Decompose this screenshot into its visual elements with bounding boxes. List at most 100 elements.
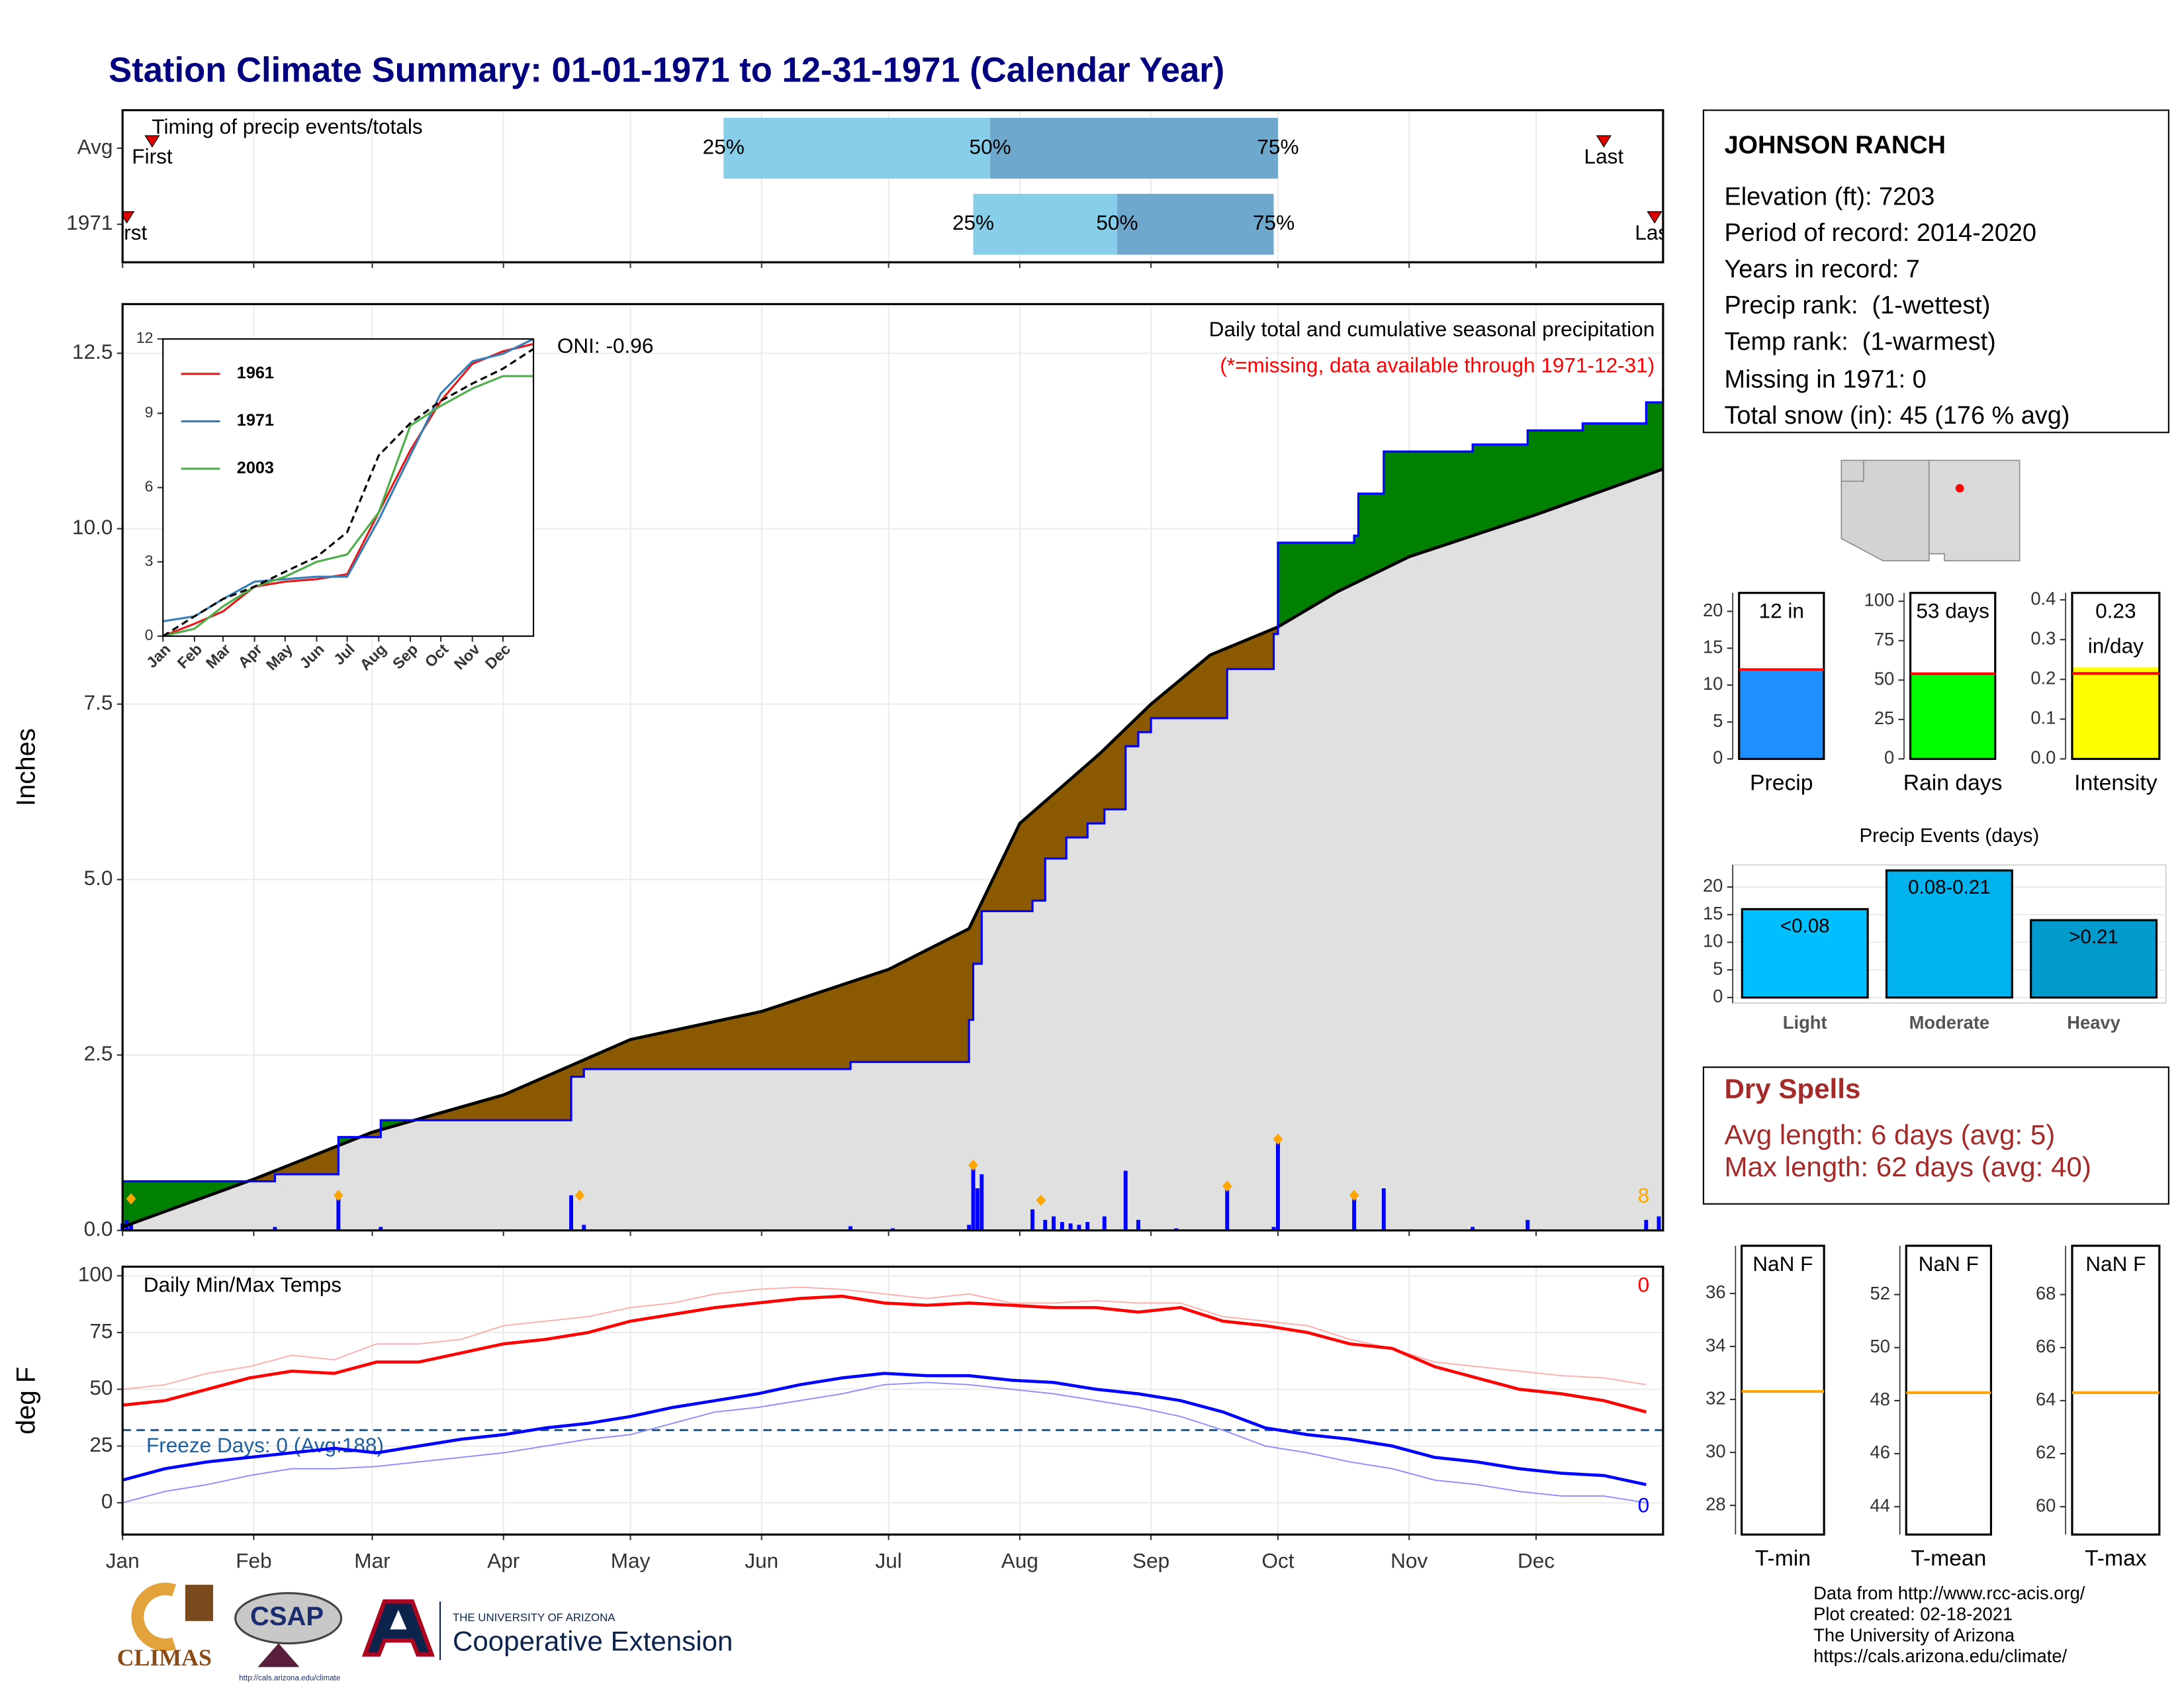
daily-bar — [1077, 1225, 1081, 1231]
legend-label: 2003 — [237, 459, 274, 477]
footer-line: Plot created: 02-18-2021 — [1813, 1604, 2013, 1624]
extreme-marker — [968, 1159, 978, 1171]
event-marker — [1647, 211, 1662, 224]
y-tick-label: 0 — [1713, 747, 1723, 768]
daily-bar — [273, 1227, 277, 1231]
label-box: NaN F — [1919, 1252, 1979, 1276]
bar-label: <0.08 — [1780, 915, 1830, 937]
event-marker — [144, 135, 160, 148]
quantile-bar — [1116, 193, 1274, 255]
daily-bar — [1644, 1219, 1649, 1231]
daily-bar — [1068, 1223, 1073, 1231]
panel-bg — [122, 1266, 1663, 1535]
x-tick-label: Mar — [354, 1549, 390, 1573]
quantile-label: 75% — [1257, 134, 1298, 158]
quantile-label: 50% — [970, 134, 1011, 158]
logo-shape — [185, 1585, 214, 1621]
logo-shape — [390, 1609, 407, 1630]
y-axis-label: deg F — [12, 1367, 41, 1434]
extreme-marker — [333, 1190, 343, 1201]
y-tick-label: 5 — [1713, 710, 1723, 731]
logo-text: Cooperative Extension — [453, 1626, 733, 1657]
station-location — [1955, 484, 1964, 492]
y-tick-label: 15 — [1703, 903, 1723, 923]
panel-subtitle: (*=missing, data available through 1971-… — [1220, 353, 1655, 377]
x-tick-label: Nov — [1390, 1549, 1428, 1573]
bar — [1885, 869, 2013, 999]
y-tick-label: 12.5 — [72, 340, 113, 363]
daily-bar — [1225, 1188, 1230, 1231]
daily-bar — [1136, 1219, 1140, 1231]
y-tick-label: 50 — [1870, 1336, 1890, 1356]
bar — [1741, 908, 1869, 999]
daily-bar — [379, 1227, 383, 1231]
y-tick-label: 36 — [1706, 1282, 1725, 1302]
daily-bar — [336, 1195, 341, 1231]
x-tick-label: Jul — [875, 1549, 901, 1573]
x-tick-label: Jan — [106, 1549, 140, 1573]
footer-line: https://cals.arizona.edu/climate/ — [1813, 1646, 2067, 1666]
y-tick-label: 20 — [1703, 875, 1723, 896]
extreme-marker — [574, 1190, 585, 1201]
y-axis-label: Inches — [12, 728, 41, 806]
y-tick-label: 66 — [2036, 1336, 2056, 1356]
x-tick-label: May — [611, 1549, 651, 1573]
quantile-bar — [973, 193, 1117, 255]
logo-shape — [257, 1643, 300, 1667]
bar-frame — [1909, 592, 1997, 761]
daily-bar — [1102, 1216, 1107, 1231]
daily-bar — [1657, 1216, 1661, 1231]
logo-shape — [234, 1592, 343, 1645]
logo-text: CLIMAS — [117, 1644, 212, 1671]
event-marker — [1596, 135, 1612, 148]
label-box: 53 days — [1916, 600, 1989, 624]
y-tick-label: 0 — [101, 1489, 113, 1513]
daily-bar — [1174, 1228, 1179, 1231]
series-line — [122, 1372, 1647, 1487]
daily-bar — [1381, 1188, 1386, 1231]
x-axis-label: Precip — [1750, 771, 1813, 795]
legend-label: 1971 — [237, 411, 274, 430]
y-tick-label: 5.0 — [84, 866, 113, 890]
x-tick-label: Moderate — [1909, 1012, 1990, 1033]
event-label: First — [107, 220, 148, 244]
bar — [2030, 919, 2158, 999]
event-label: First — [132, 144, 173, 168]
bar — [1910, 675, 1995, 759]
dry-spells-line: Avg length: 6 days (avg: 5) — [1724, 1119, 2055, 1150]
y-tick-label: 25 — [1874, 708, 1894, 728]
daily-bar — [975, 1188, 979, 1231]
y-tick-label: 48 — [1870, 1389, 1890, 1409]
y-tick-label: 50 — [1874, 669, 1894, 689]
y-tick-label: 5 — [1713, 958, 1723, 978]
bar-label: 0.08-0.21 — [1908, 876, 1990, 898]
label-box: 0.23 in/day — [2088, 600, 2144, 659]
y-tick-label: 6 — [145, 478, 154, 495]
logo-text: THE UNIVERSITY OF ARIZONA — [453, 1611, 615, 1624]
x-tick-label: Sep — [1132, 1549, 1169, 1573]
x-axis-label: Rain days — [1903, 771, 2003, 795]
bar-frame — [2071, 1244, 2161, 1536]
logo-shape — [131, 1582, 177, 1652]
state-shape — [1841, 459, 1930, 562]
y-tick-label: 46 — [1870, 1442, 1890, 1462]
panel-border — [121, 303, 1664, 1232]
state-shape — [1929, 459, 2021, 562]
y-tick-label: 3 — [145, 552, 154, 569]
y-tick-label: 20 — [1703, 600, 1723, 620]
freeze-label: Freeze Days: 0 (Avg:188) — [146, 1433, 384, 1457]
panel-border — [162, 338, 535, 637]
y-tick-label: 0 — [1713, 986, 1723, 1006]
cumulative-line — [122, 388, 1664, 1183]
y-tick-label: 34 — [1706, 1335, 1725, 1355]
daily-bar — [1271, 1227, 1276, 1231]
legend-label: 1961 — [237, 363, 274, 382]
daily-bar — [967, 1225, 972, 1231]
page-title: Station Climate Summary: 01-01-1971 to 1… — [109, 50, 1224, 89]
y-tick-label: 9 — [145, 403, 154, 420]
label-box: NaN F — [1752, 1252, 1813, 1276]
daily-bar — [1276, 1139, 1280, 1231]
min-count: 0 — [1638, 1493, 1650, 1517]
series-line — [162, 375, 534, 637]
